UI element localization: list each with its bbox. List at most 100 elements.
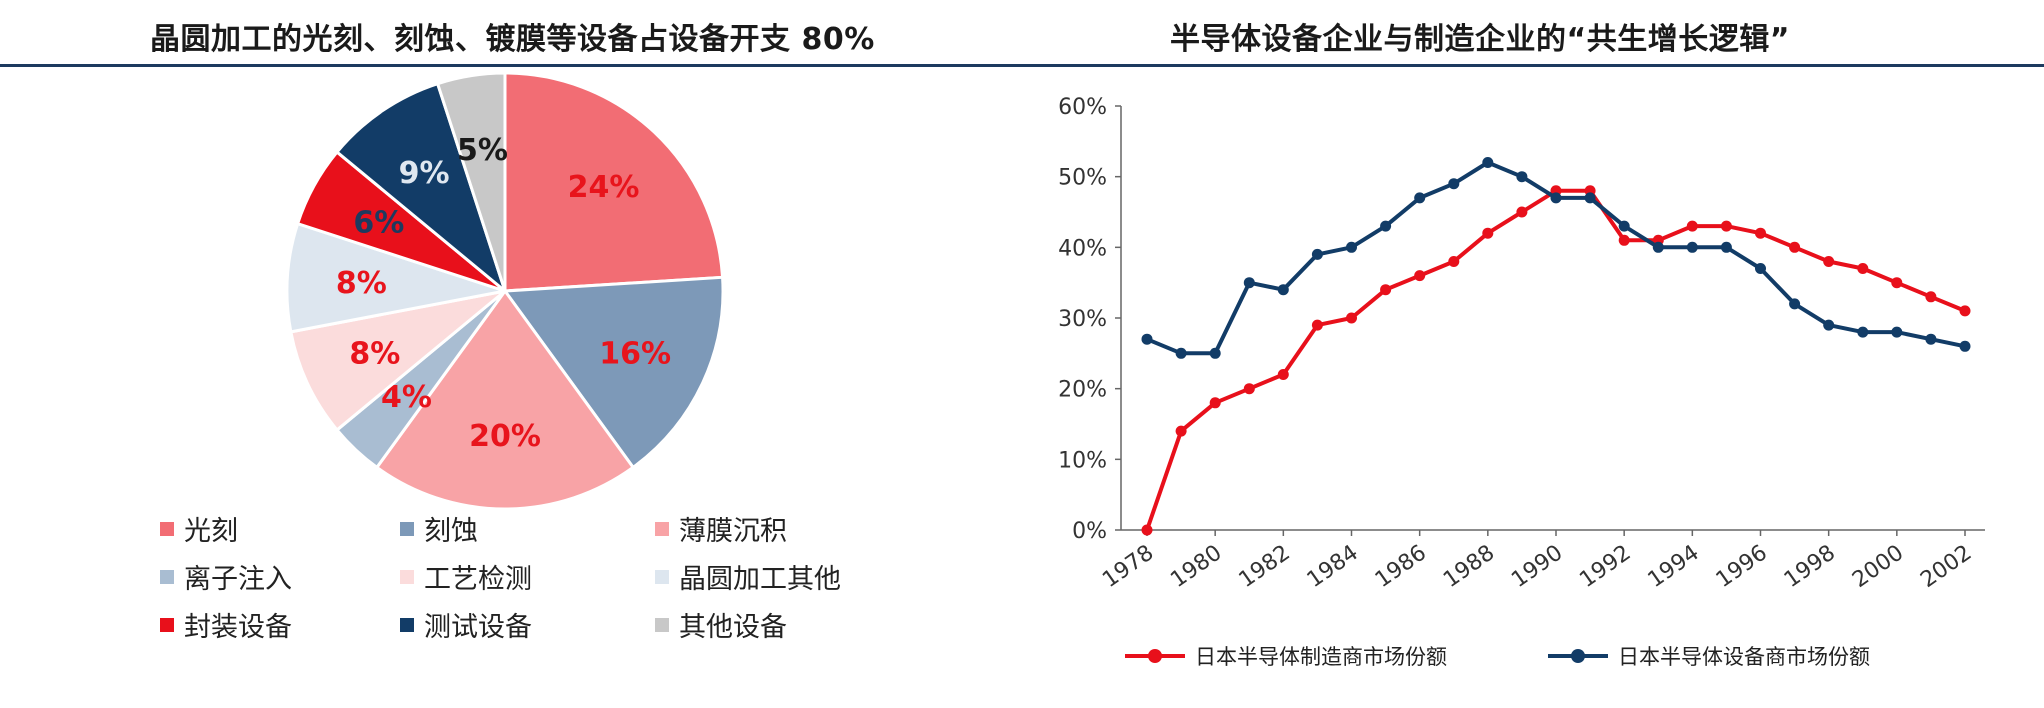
- series-1-point-3: [1243, 277, 1255, 289]
- line-legend: 日本半导体制造商市场份额 日本半导体设备商市场份额: [1125, 645, 1870, 669]
- x-tick-label-2: 1982: [1235, 540, 1295, 593]
- series-0-point-9: [1448, 256, 1460, 267]
- pie-legend-swatch-2: [655, 522, 669, 536]
- x-tick-label-1: 1980: [1166, 540, 1226, 593]
- pie-slice-2: [374, 288, 636, 511]
- pie-legend-label-4: 工艺检测: [424, 564, 532, 595]
- series-1-point-21: [1857, 326, 1869, 338]
- pie-slice-5: [285, 221, 506, 334]
- pie-legend-swatch-5: [655, 570, 669, 584]
- series-1-point-22: [1891, 326, 1903, 338]
- series-0-point-8: [1414, 270, 1426, 282]
- series-1-point-12: [1550, 192, 1562, 204]
- pie-legend-swatch-6: [160, 618, 174, 632]
- y-tick-label-4: 40%: [1058, 236, 1107, 261]
- series-0-point-4: [1277, 369, 1289, 380]
- y-tick-label-1: 10%: [1058, 448, 1107, 473]
- series-1-point-8: [1414, 192, 1426, 204]
- y-tick-label-5: 50%: [1058, 166, 1107, 191]
- pie-slice-4: [289, 289, 506, 433]
- pie-slice-1: [502, 275, 725, 470]
- x-tick-label-7: 1992: [1575, 540, 1635, 593]
- series-1-point-18: [1755, 263, 1766, 274]
- pie-legend-swatch-1: [400, 522, 414, 536]
- series-1-point-16: [1686, 241, 1698, 253]
- x-tick-label-11: 2000: [1848, 540, 1908, 593]
- pie-legend-label-7: 测试设备: [424, 612, 532, 643]
- x-tick-label-0: 1978: [1098, 540, 1158, 593]
- pie-slice-label-6: 6%: [353, 206, 404, 241]
- pie-chart-title: 晶圆加工的光刻、刻蚀、镀膜等设备占设备开支 80%: [150, 22, 875, 57]
- series-0-point-1: [1175, 425, 1187, 437]
- series-1-point-5: [1311, 248, 1323, 260]
- series-0-point-24: [1959, 305, 1971, 317]
- pie-legend-label-1: 刻蚀: [424, 516, 478, 547]
- series-0-point-14: [1618, 234, 1630, 246]
- series-1-point-1: [1175, 347, 1187, 359]
- series-0-point-10: [1482, 227, 1494, 239]
- series-0-point-7: [1380, 284, 1392, 296]
- series-0-point-6: [1346, 312, 1357, 324]
- line-legend-label-0: 日本半导体制造商市场份额: [1195, 645, 1447, 669]
- line-legend-marker-0: [1148, 649, 1162, 663]
- series-1-point-15: [1652, 241, 1664, 253]
- title-divider: [0, 64, 2044, 67]
- x-tick-label-5: 1988: [1439, 540, 1499, 593]
- series-0-point-21: [1857, 263, 1869, 274]
- series-0-point-18: [1755, 227, 1766, 239]
- pie-chart: 24%16%20%4%8%8%6%9%5%: [285, 71, 725, 511]
- series-1-point-6: [1346, 241, 1357, 253]
- series-1-point-11: [1516, 171, 1528, 183]
- series-1-point-23: [1925, 333, 1937, 345]
- x-tick-label-9: 1996: [1712, 540, 1772, 593]
- series-0-point-11: [1516, 206, 1528, 218]
- pie-legend-label-5: 晶圆加工其他: [679, 564, 841, 595]
- pie-slice-label-5: 8%: [336, 266, 387, 301]
- pie-legend-label-0: 光刻: [184, 516, 238, 547]
- line-chart-title: 半导体设备企业与制造企业的“共生增长逻辑”: [1170, 22, 1790, 57]
- series-1-point-7: [1380, 220, 1392, 232]
- series-1-point-10: [1482, 157, 1494, 168]
- series-0-point-20: [1823, 256, 1835, 267]
- series-0-point-5: [1311, 319, 1323, 331]
- series-0-point-23: [1925, 291, 1937, 303]
- pie-slice-8: [435, 71, 507, 292]
- pie-legend-label-3: 离子注入: [184, 564, 292, 595]
- line-chart: 0% 10% 20% 30% 40% 50% 60% 1978 1980 1982 1984 1986…: [1058, 95, 1985, 593]
- pie-legend-label-2: 薄膜沉积: [679, 516, 787, 547]
- pie-legend-swatch-4: [400, 570, 414, 584]
- pie-slice-label-1: 16%: [599, 336, 671, 371]
- x-tick-label-4: 1986: [1371, 540, 1431, 593]
- series-1-point-2: [1209, 347, 1221, 359]
- series-0-point-16: [1686, 220, 1698, 232]
- series-0-point-17: [1720, 220, 1732, 232]
- pie-slice-0: [503, 71, 725, 293]
- pie-slice-label-0: 24%: [568, 170, 640, 205]
- pie-slice-label-8: 5%: [457, 133, 508, 168]
- series-1-point-24: [1959, 340, 1971, 352]
- pie-legend-swatch-8: [655, 618, 669, 632]
- pie-legend-swatch-3: [160, 570, 174, 584]
- pie-legend-swatch-0: [160, 522, 174, 536]
- series-1-point-14: [1618, 220, 1630, 232]
- y-tick-label-3: 30%: [1058, 307, 1107, 332]
- series-0-point-2: [1209, 397, 1221, 409]
- x-tick-label-8: 1994: [1644, 540, 1704, 593]
- pie-legend-label-6: 封装设备: [184, 612, 292, 643]
- line-legend-marker-1: [1571, 649, 1585, 663]
- series-1-point-4: [1277, 284, 1289, 296]
- pie-slice-7: [334, 81, 509, 296]
- series-1-point-0: [1141, 333, 1153, 345]
- series-1-point-17: [1720, 241, 1732, 253]
- series-0-point-19: [1789, 241, 1801, 253]
- series-line-0: [1145, 188, 1966, 531]
- y-tick-label-6: 60%: [1058, 95, 1107, 120]
- x-tick-label-6: 1990: [1507, 540, 1567, 593]
- x-tick-label-10: 1998: [1780, 540, 1840, 593]
- series-0-point-0: [1141, 524, 1153, 536]
- x-tick-label-3: 1984: [1303, 540, 1363, 593]
- series-0-point-22: [1891, 277, 1903, 289]
- pie-legend-swatch-7: [400, 618, 414, 632]
